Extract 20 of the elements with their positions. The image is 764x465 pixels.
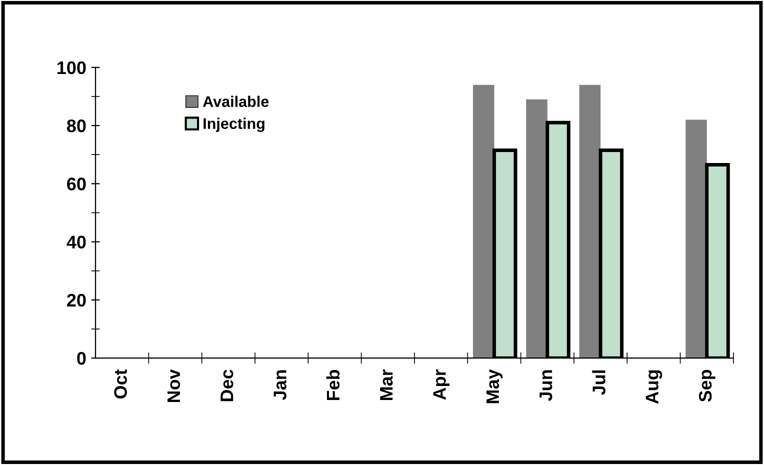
y-tick-label: 100 <box>57 61 86 74</box>
legend-label: Injecting <box>204 118 264 132</box>
x-tick-label: Feb <box>326 370 340 400</box>
x-tick-label: Jun <box>540 370 552 401</box>
y-tick-label: 40 <box>66 236 86 249</box>
y-tick-label: 20 <box>67 294 86 307</box>
legend-label: Available <box>202 96 269 108</box>
x-tick-label: Dec <box>220 370 234 402</box>
x-tick-label: Apr <box>433 369 450 400</box>
x-tick-label: Jul <box>592 370 606 395</box>
x-tick-label: Oct <box>114 369 127 399</box>
x-tick-label: Sep <box>698 370 716 402</box>
y-tick-label: 60 <box>67 178 86 190</box>
y-tick-label: 80 <box>66 119 86 132</box>
x-tick-label: Aug <box>646 370 662 404</box>
x-tick-label: May <box>486 369 503 404</box>
x-tick-label: Mar <box>380 369 393 400</box>
x-tick-label: Jan <box>274 370 286 400</box>
y-tick-label: 0 <box>77 352 86 365</box>
x-tick-label: Nov <box>167 369 180 402</box>
